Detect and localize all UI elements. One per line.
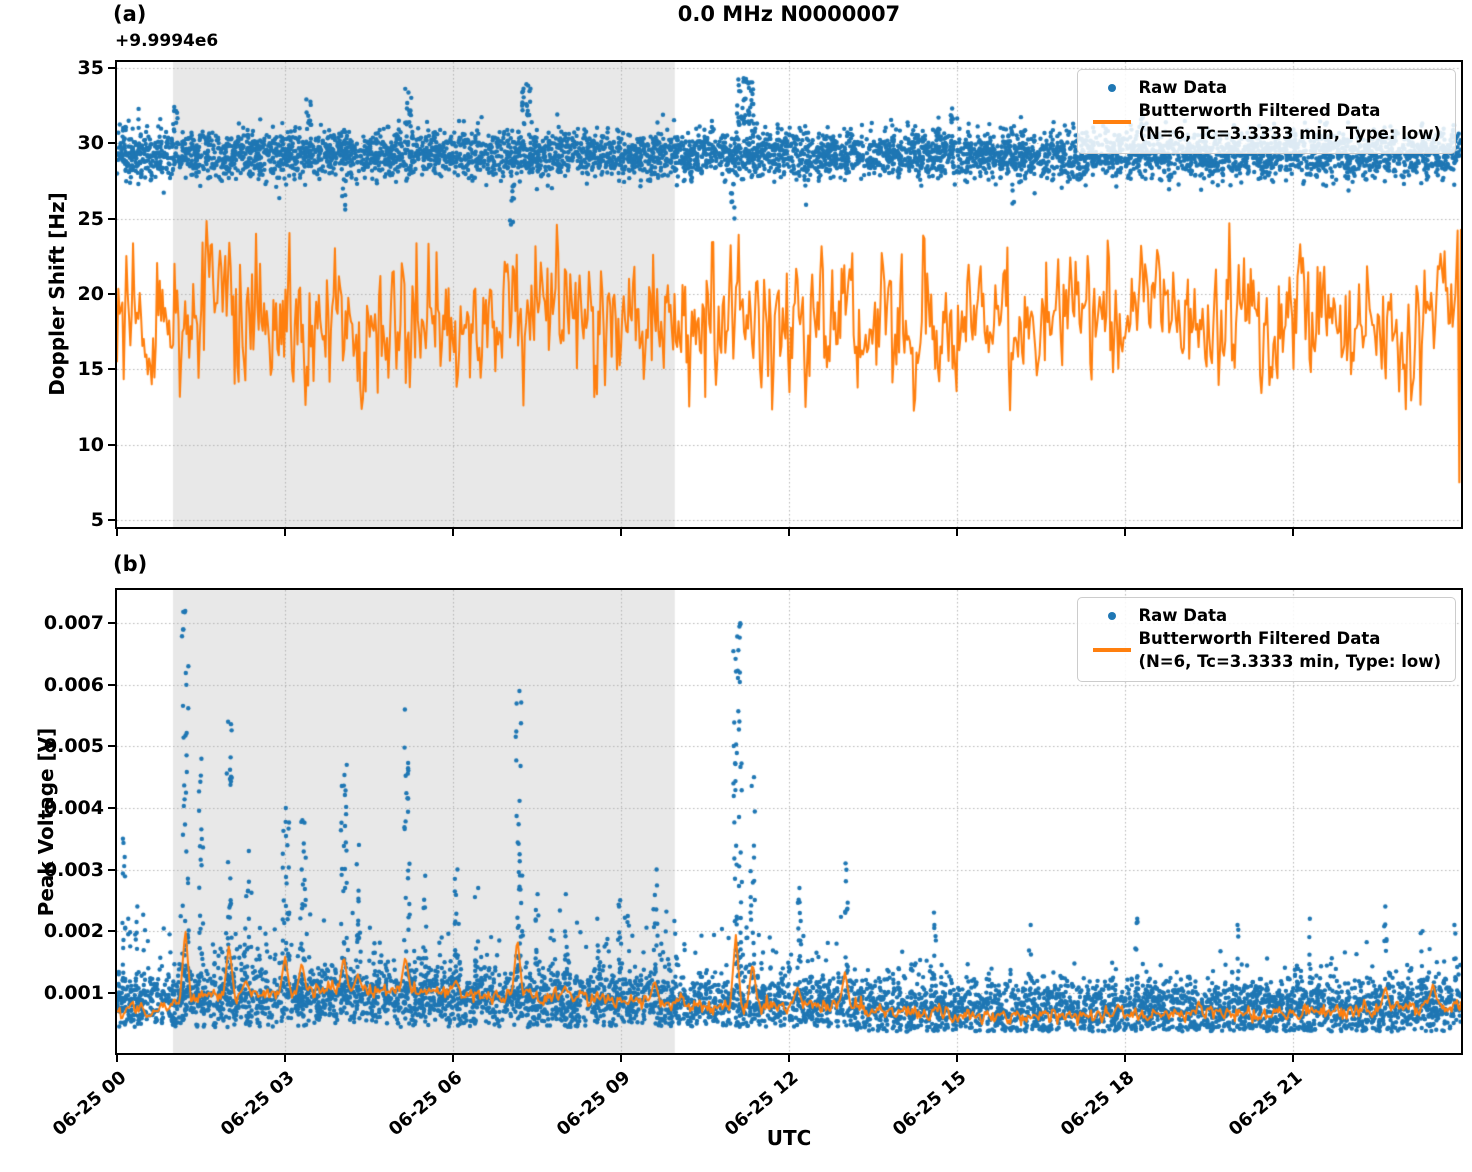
legend-filtered-label-line1: Butterworth Filtered Data (1138, 629, 1381, 648)
y-tick-mark (108, 622, 115, 625)
y-tick-label: 0.003 (43, 858, 104, 881)
legend-filtered-label-line2: (N=6, Tc=3.3333 min, Type: low) (1138, 652, 1441, 671)
raw-data-marker-icon (1108, 83, 1117, 92)
legend-b: Raw Data Butterworth Filtered Data (N=6, … (1077, 597, 1456, 682)
legend-filtered-label-line2: (N=6, Tc=3.3333 min, Type: low) (1138, 124, 1441, 143)
y-tick-label: 0.005 (43, 735, 104, 758)
x-tick-mark (788, 1055, 790, 1062)
y-tick-mark (108, 142, 115, 145)
y-tick-mark (108, 217, 115, 220)
y-tick-mark (108, 868, 115, 871)
y-tick-label: 20 (77, 282, 104, 305)
legend-raw-label: Raw Data (1138, 78, 1228, 97)
x-tick-mark (116, 1055, 118, 1062)
y-tick-label: 5 (90, 509, 104, 532)
x-tick-mark (452, 529, 454, 536)
x-tick-mark (1292, 1055, 1294, 1062)
y-tick-label: 10 (77, 433, 104, 456)
legend-filtered-entry: Butterworth Filtered Data (N=6, Tc=3.3333… (1086, 627, 1441, 673)
x-tick-mark (116, 529, 118, 536)
x-tick-mark (956, 529, 958, 536)
y-tick-mark (108, 66, 115, 69)
legend-raw-entry: Raw Data (1086, 604, 1441, 627)
y-tick-mark (108, 292, 115, 295)
y-tick-label: 25 (77, 207, 104, 230)
y-tick-label: 15 (77, 358, 104, 381)
y-axis-offset-text: +9.9994e6 (115, 31, 219, 51)
raw-data-marker-icon (1108, 611, 1117, 620)
x-tick-mark (788, 529, 790, 536)
panel-a-label: (a) (113, 2, 147, 26)
y-tick-mark (108, 443, 115, 446)
x-tick-mark (284, 1055, 286, 1062)
x-tick-mark (1124, 1055, 1126, 1062)
panel-b-plot-area: Raw Data Butterworth Filtered Data (N=6, … (115, 588, 1463, 1055)
y-tick-mark (108, 930, 115, 933)
y-tick-mark (108, 745, 115, 748)
figure-title: 0.0 MHz N0000007 (677, 2, 901, 26)
y-tick-mark (108, 683, 115, 686)
y-tick-mark (108, 368, 115, 371)
panel-a-plot-area: Raw Data Butterworth Filtered Data (N=6, … (115, 60, 1463, 529)
filtered-line-icon (1093, 120, 1132, 124)
panel-b-label: (b) (113, 552, 148, 576)
y-tick-mark (108, 519, 115, 522)
legend-filtered-entry: Butterworth Filtered Data (N=6, Tc=3.3333… (1086, 99, 1441, 145)
y-tick-label: 0.004 (43, 796, 104, 819)
x-tick-mark (1124, 529, 1126, 536)
x-tick-mark (1292, 529, 1294, 536)
y-tick-label: 0.002 (43, 920, 104, 943)
y-tick-mark (108, 991, 115, 994)
x-tick-mark (452, 1055, 454, 1062)
x-tick-mark (284, 529, 286, 536)
y-tick-label: 0.006 (43, 673, 104, 696)
y-tick-mark (108, 806, 115, 809)
y-tick-label: 30 (77, 132, 104, 155)
x-tick-mark (956, 1055, 958, 1062)
x-tick-mark (620, 1055, 622, 1062)
legend-raw-entry: Raw Data (1086, 76, 1441, 99)
y-tick-label: 0.001 (43, 981, 104, 1004)
x-tick-mark (620, 529, 622, 536)
y-tick-label: 35 (77, 56, 104, 79)
y-tick-label: 0.007 (43, 612, 104, 635)
x-axis-label: UTC (766, 1126, 812, 1150)
legend-a: Raw Data Butterworth Filtered Data (N=6, … (1077, 69, 1456, 154)
legend-raw-label: Raw Data (1138, 606, 1228, 625)
legend-filtered-label-line1: Butterworth Filtered Data (1138, 101, 1381, 120)
filtered-line-icon (1093, 648, 1132, 652)
